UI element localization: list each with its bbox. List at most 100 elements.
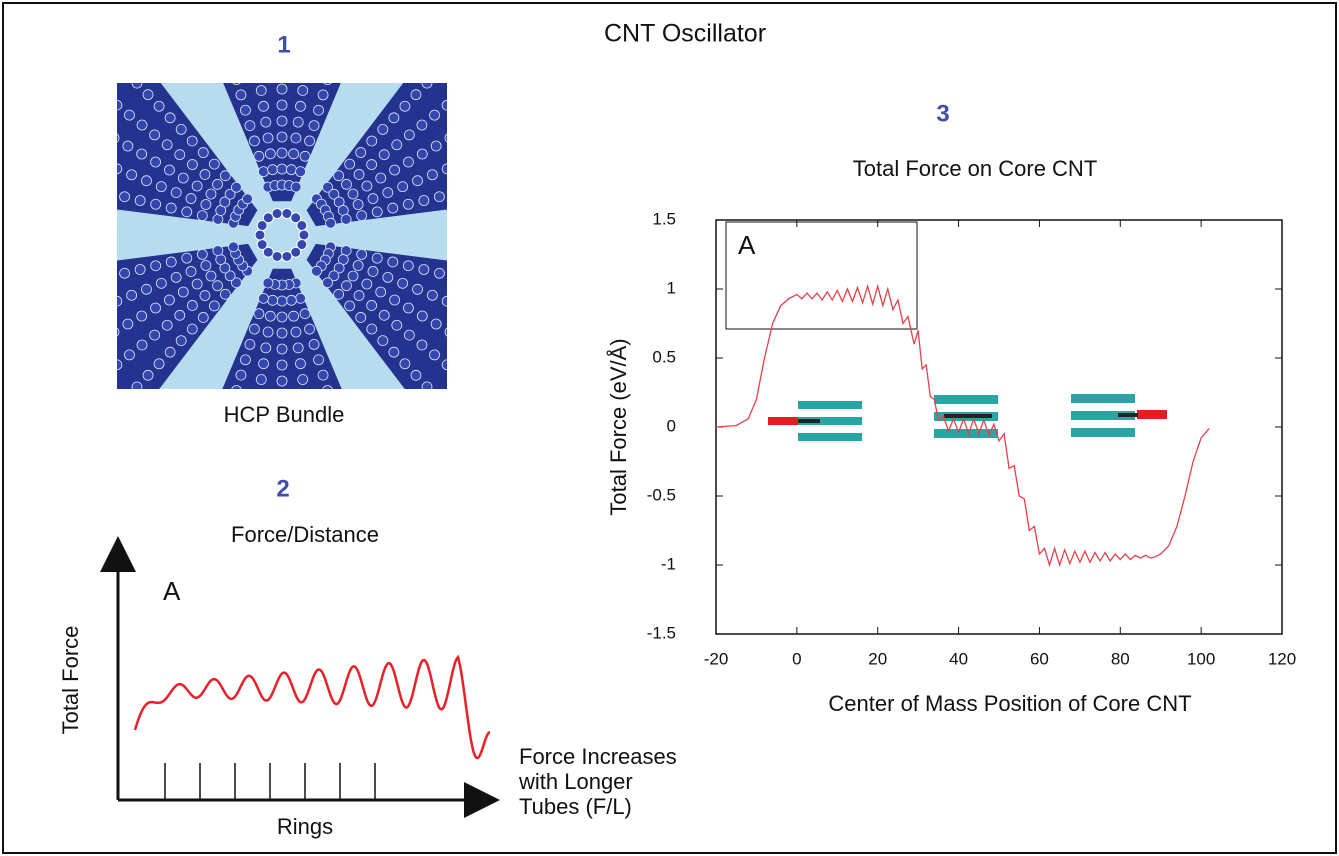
atom: [356, 210, 368, 222]
atom: [288, 148, 300, 160]
atom: [412, 283, 423, 295]
atom: [290, 212, 302, 224]
atom: [276, 99, 288, 111]
atom: [441, 163, 447, 175]
tube: [117, 83, 258, 227]
atom: [276, 343, 288, 355]
data-line: [715, 283, 1210, 568]
atom: [366, 323, 378, 335]
atom: [276, 83, 288, 95]
atom: [255, 374, 267, 385]
atom: [255, 85, 267, 96]
ring-ticks: [164, 763, 376, 800]
atom: [340, 245, 352, 256]
atom: [285, 164, 297, 176]
atom: [467, 380, 477, 390]
atom: [219, 196, 231, 208]
atom: [347, 188, 359, 200]
atom: [244, 120, 256, 131]
atom: [455, 90, 465, 100]
atom: [249, 135, 260, 147]
zoom-box: [725, 221, 918, 330]
atom: [276, 163, 288, 175]
atom: [249, 323, 260, 335]
atom: [416, 339, 428, 351]
atom: [433, 67, 443, 77]
atom: [42, 287, 52, 297]
atom: [305, 38, 315, 48]
atom: [264, 310, 276, 322]
atom: [136, 148, 148, 160]
atom: [502, 320, 512, 330]
x-label: Rings: [277, 814, 333, 839]
atom: [249, 38, 259, 48]
atom: [459, 125, 469, 135]
atom: [205, 188, 217, 200]
atom: [277, 4, 287, 14]
atom: [175, 335, 187, 347]
figure-title: CNT Oscillator: [604, 20, 766, 48]
y-tick-label: -1: [661, 554, 676, 573]
atom: [309, 6, 319, 16]
atom: [341, 280, 352, 292]
atom: [245, 6, 255, 16]
atom: [174, 149, 186, 161]
atom: [170, 272, 182, 283]
tube: [306, 83, 447, 227]
note: Force Increases: [519, 744, 677, 769]
atom: [260, 342, 272, 354]
atom: [200, 199, 212, 210]
atom: [235, 89, 247, 101]
plot-frame: [715, 219, 1283, 635]
atom: [466, 184, 476, 194]
atom: [336, 432, 346, 442]
atom: [281, 208, 293, 220]
atom: [317, 89, 329, 101]
atom: [292, 342, 304, 354]
atom: [298, 229, 310, 241]
atom: [276, 327, 288, 339]
atom: [240, 104, 251, 116]
atom: [73, 280, 83, 290]
atom: [441, 295, 447, 307]
atom: [121, 67, 131, 77]
atom: [87, 380, 97, 390]
atom: [387, 202, 399, 214]
atom: [99, 370, 109, 380]
tube: [117, 243, 258, 389]
annotation: A: [738, 230, 756, 260]
atom: [134, 195, 146, 206]
atom: [276, 295, 288, 307]
atom: [295, 292, 306, 304]
atom: [277, 68, 287, 78]
atom: [481, 280, 491, 290]
atom: [487, 146, 497, 156]
atom: [97, 302, 107, 312]
atom: [277, 20, 287, 30]
atom: [276, 115, 288, 127]
atom: [205, 270, 217, 282]
atom: [124, 349, 135, 361]
atom: [397, 277, 409, 289]
atom: [218, 28, 228, 38]
atom: [222, 44, 232, 54]
atom: [340, 214, 352, 225]
atom: [290, 326, 302, 338]
atom: [277, 440, 287, 450]
atom: [457, 158, 467, 168]
x-tick-label: 100: [1187, 649, 1215, 668]
atom: [142, 369, 154, 381]
panel-number: 2: [276, 475, 289, 502]
atom: [186, 159, 198, 170]
atom: [382, 272, 394, 283]
atom: [311, 265, 322, 277]
atom: [110, 55, 120, 65]
atom: [104, 272, 114, 282]
atom: [267, 164, 279, 176]
atom: [262, 277, 274, 289]
x-tick-label: 60: [1030, 649, 1049, 668]
atom: [313, 354, 324, 366]
atom: [258, 292, 269, 304]
atom: [117, 359, 123, 371]
